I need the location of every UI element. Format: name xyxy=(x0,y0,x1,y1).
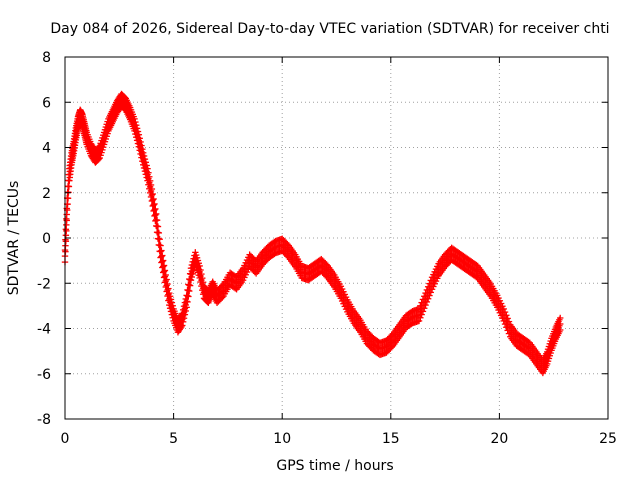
x-axis-title: GPS time / hours xyxy=(276,458,393,474)
y-tick-label: -6 xyxy=(37,367,51,383)
data-point xyxy=(363,328,376,353)
x-tick-label: 15 xyxy=(382,431,400,447)
grid-lines xyxy=(65,57,608,419)
y-axis-title: SDTVAR / TECUs xyxy=(6,181,22,296)
data-point xyxy=(83,129,94,157)
data-point xyxy=(548,326,559,354)
data-point xyxy=(557,314,564,334)
y-tick-label: 0 xyxy=(42,231,51,247)
x-tick-label: 10 xyxy=(273,431,291,447)
y-tick-label: -8 xyxy=(37,412,51,428)
x-tick-label: 20 xyxy=(490,431,508,447)
y-tick-labels: -8 -6 -4 -2 0 2 4 6 8 xyxy=(37,50,51,428)
data-point xyxy=(220,271,232,300)
data-point xyxy=(265,238,278,261)
data-point xyxy=(148,185,159,225)
data-point xyxy=(226,269,239,292)
x-tick-label: 0 xyxy=(61,431,70,447)
data-point xyxy=(507,321,519,348)
data-point xyxy=(422,277,434,309)
plot-frame xyxy=(64,56,609,420)
y-tick-label: 6 xyxy=(42,95,51,111)
data-point xyxy=(144,165,155,201)
data-point xyxy=(402,308,415,331)
y-tick-label: -2 xyxy=(37,276,51,292)
data-point xyxy=(174,311,185,336)
x-tick-labels: 0 5 10 15 20 25 xyxy=(61,431,617,447)
data-point xyxy=(513,330,526,353)
data-point xyxy=(337,283,350,313)
chart-title: Day 084 of 2026, Sidereal Day-to-day VTE… xyxy=(50,21,609,37)
data-point xyxy=(285,242,298,269)
y-tick-label: -4 xyxy=(37,322,51,338)
x-tick-label: 25 xyxy=(599,431,617,447)
data-point xyxy=(467,258,480,281)
data-point xyxy=(126,104,137,132)
y-tick-label: 2 xyxy=(42,186,51,202)
data-point xyxy=(350,307,363,334)
data-series xyxy=(61,90,564,377)
y-tick-label: 8 xyxy=(42,50,51,66)
axis-ticks xyxy=(64,56,609,420)
x-tick-label: 5 xyxy=(169,431,178,447)
y-tick-label: 4 xyxy=(42,141,51,157)
data-point xyxy=(61,205,70,266)
